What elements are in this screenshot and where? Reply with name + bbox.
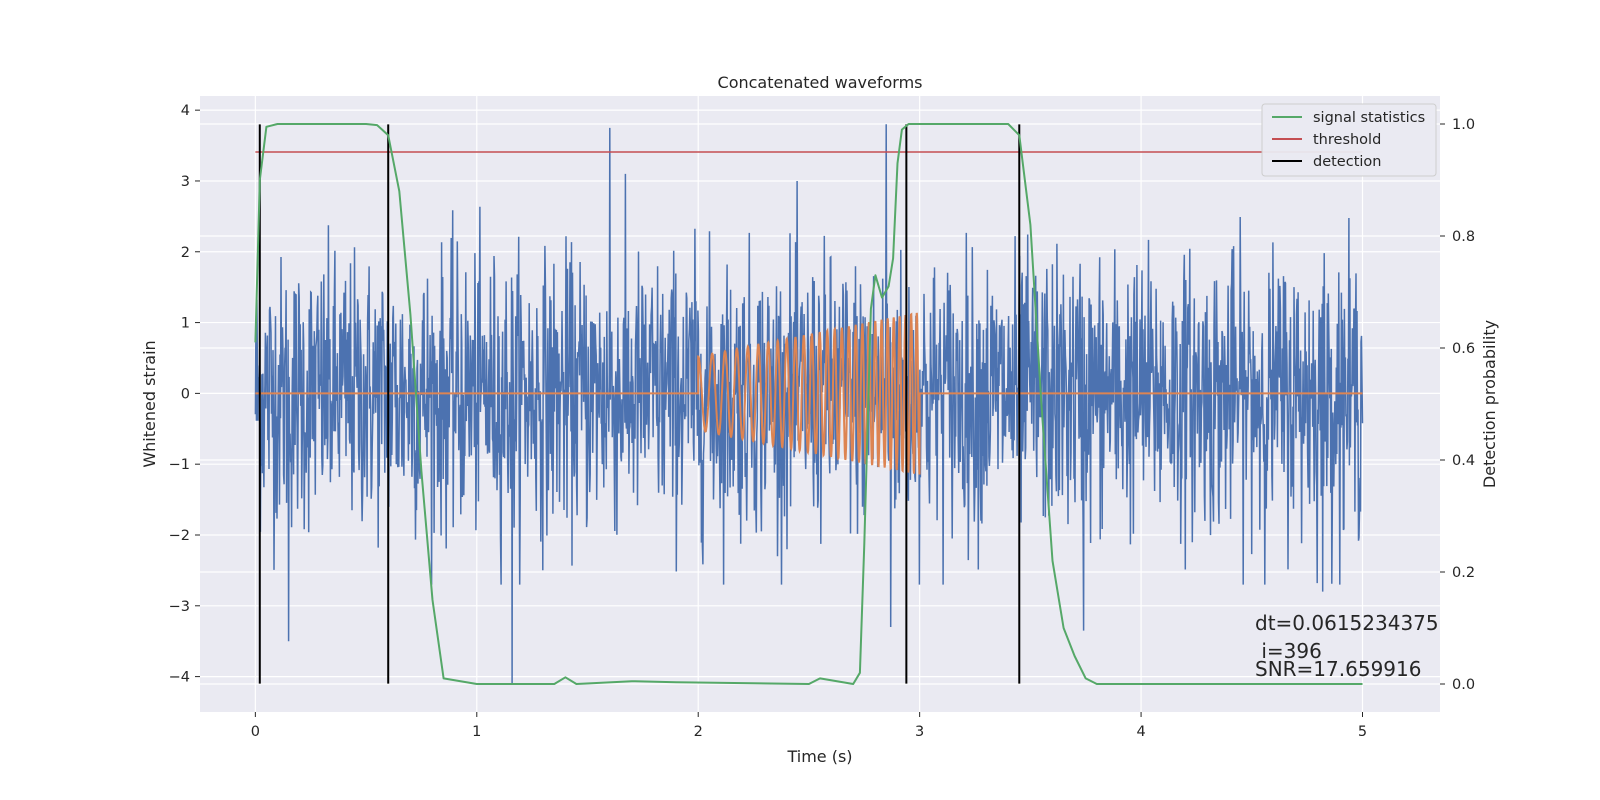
chart-title: Concatenated waveforms <box>718 73 923 92</box>
x-tick-label: 3 <box>915 724 924 740</box>
annotation-dt: dt=0.0615234375 <box>1255 611 1439 635</box>
y-tick-label: 3 <box>181 174 190 190</box>
x-tick-label: 1 <box>472 724 481 740</box>
x-tick-label: 4 <box>1136 724 1145 740</box>
y-tick-label: −1 <box>169 457 190 473</box>
legend-label-signal-statistics: signal statistics <box>1313 110 1425 126</box>
y2-tick-label: 0.2 <box>1452 565 1475 581</box>
y-tick-label: 4 <box>181 103 190 119</box>
y-tick-label: −4 <box>169 670 190 686</box>
y-axis-label: Whitened strain <box>140 340 159 467</box>
annotation-i: i=396 <box>1255 639 1322 663</box>
y-tick-label: 2 <box>181 245 190 261</box>
x-tick-label: 5 <box>1358 724 1367 740</box>
x-tick-label: 0 <box>251 724 260 740</box>
ticks: 0 1 2 3 4 5 −4 −3 −2 −1 0 1 2 3 4 0.0 0.2 0.4 0.6 0.8 1.0 <box>169 103 1475 740</box>
y2-tick-label: 0.8 <box>1452 229 1475 245</box>
legend-label-threshold: threshold <box>1313 132 1381 148</box>
y-tick-label: 0 <box>181 386 190 402</box>
annotation-snr: SNR=17.659916 <box>1255 657 1421 681</box>
y2-tick-label: 1.0 <box>1452 117 1475 133</box>
y2-axis-label: Detection probability <box>1480 320 1499 488</box>
legend-label-detection: detection <box>1313 154 1381 170</box>
x-tick-label: 2 <box>694 724 703 740</box>
y-tick-label: −3 <box>169 599 190 615</box>
plot-area <box>254 123 1364 685</box>
legend-box <box>1261 103 1437 177</box>
y-tick-label: 1 <box>181 316 190 332</box>
chirp-series-line <box>255 312 1363 475</box>
legend: signal statistics threshold detection <box>1261 103 1437 177</box>
y2-tick-label: 0.0 <box>1452 677 1475 693</box>
y2-tick-label: 0.4 <box>1452 453 1475 469</box>
x-axis-label: Time (s) <box>786 747 852 766</box>
y2-tick-label: 0.6 <box>1452 341 1475 357</box>
signal-statistics-line <box>254 123 1363 685</box>
y-tick-label: −2 <box>169 528 190 544</box>
